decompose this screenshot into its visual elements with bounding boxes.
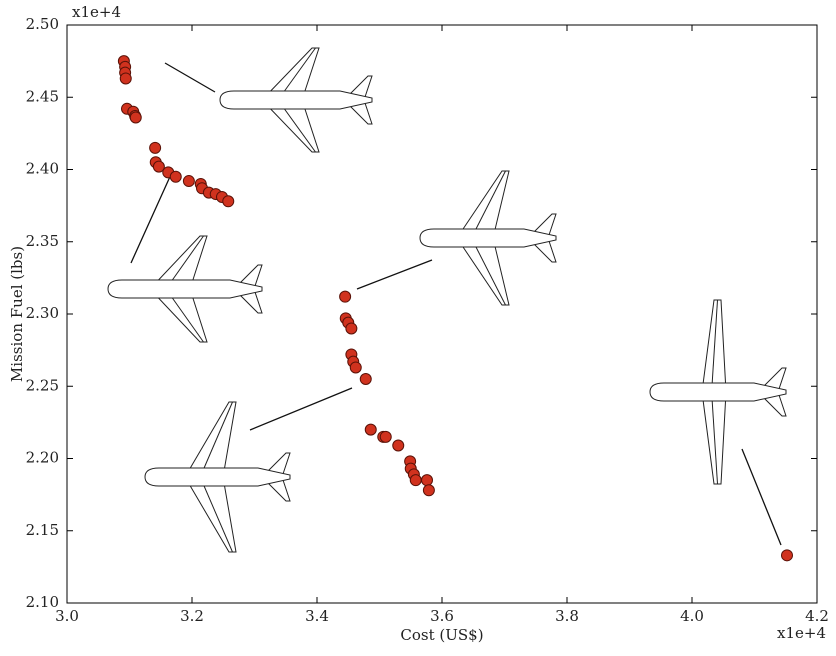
fuselage (419, 228, 557, 248)
data-point (409, 474, 422, 487)
airplanes (107, 47, 787, 553)
airplane (107, 235, 263, 343)
leader-lines (130, 62, 782, 546)
data-point (129, 111, 142, 124)
leader-line (164, 62, 216, 93)
wing-detail (470, 170, 506, 239)
x-tick-label: 3.4 (305, 607, 329, 625)
y-tick-label: 2.15 (26, 521, 59, 539)
y-tick-label: 2.30 (26, 304, 59, 322)
x-axis-label: Cost (US$) (400, 626, 483, 644)
airplane (219, 47, 373, 153)
data-point (349, 361, 362, 374)
y-tick-label: 2.35 (26, 232, 59, 250)
fuselage (144, 467, 291, 487)
x-tick-label: 3.8 (555, 607, 579, 625)
data-point (422, 484, 435, 497)
data-point (222, 195, 235, 208)
data-point (364, 423, 377, 436)
x-tick-label: 3.2 (180, 607, 204, 625)
fuselage (649, 382, 787, 402)
x-tick-label: 4.0 (680, 607, 704, 625)
data-point (781, 549, 793, 562)
airplane (649, 299, 787, 485)
x-offset-label: x1e+4 (777, 624, 826, 642)
airplane (144, 401, 291, 553)
leader-line (130, 169, 174, 264)
y-tick-label: 2.25 (26, 376, 59, 394)
data-point (149, 141, 162, 154)
fuselage (219, 90, 373, 110)
y-tick-label: 2.45 (26, 87, 59, 105)
leader-line (249, 387, 353, 431)
airplane (419, 170, 557, 306)
data-point (152, 160, 165, 173)
y-tick-label: 2.40 (26, 160, 59, 178)
data-point (379, 430, 392, 443)
data-point (119, 72, 132, 85)
y-tick-label: 2.20 (26, 449, 59, 467)
fuselage (107, 279, 263, 299)
data-point (339, 290, 352, 303)
y-tick-label: 2.10 (26, 593, 59, 611)
wing-detail (470, 237, 506, 306)
wing-detail (199, 476, 233, 553)
data-point (359, 373, 372, 386)
x-tick-label: 3.0 (55, 607, 79, 625)
data-point (182, 175, 195, 188)
wing-detail (711, 391, 718, 485)
x-tick-label: 3.6 (430, 607, 454, 625)
data-point (345, 322, 358, 335)
leader-line (356, 259, 433, 290)
y-tick-label: 2.50 (26, 15, 59, 33)
data-point (392, 439, 405, 452)
wing-detail (199, 401, 233, 478)
leader-line (741, 448, 782, 546)
data-point (169, 170, 182, 183)
wing-detail (711, 299, 718, 393)
y-offset-label: x1e+4 (72, 3, 121, 21)
x-tick-label: 4.2 (805, 607, 829, 625)
y-axis-label: Mission Fuel (lbs) (8, 246, 26, 382)
data-point (421, 474, 433, 487)
